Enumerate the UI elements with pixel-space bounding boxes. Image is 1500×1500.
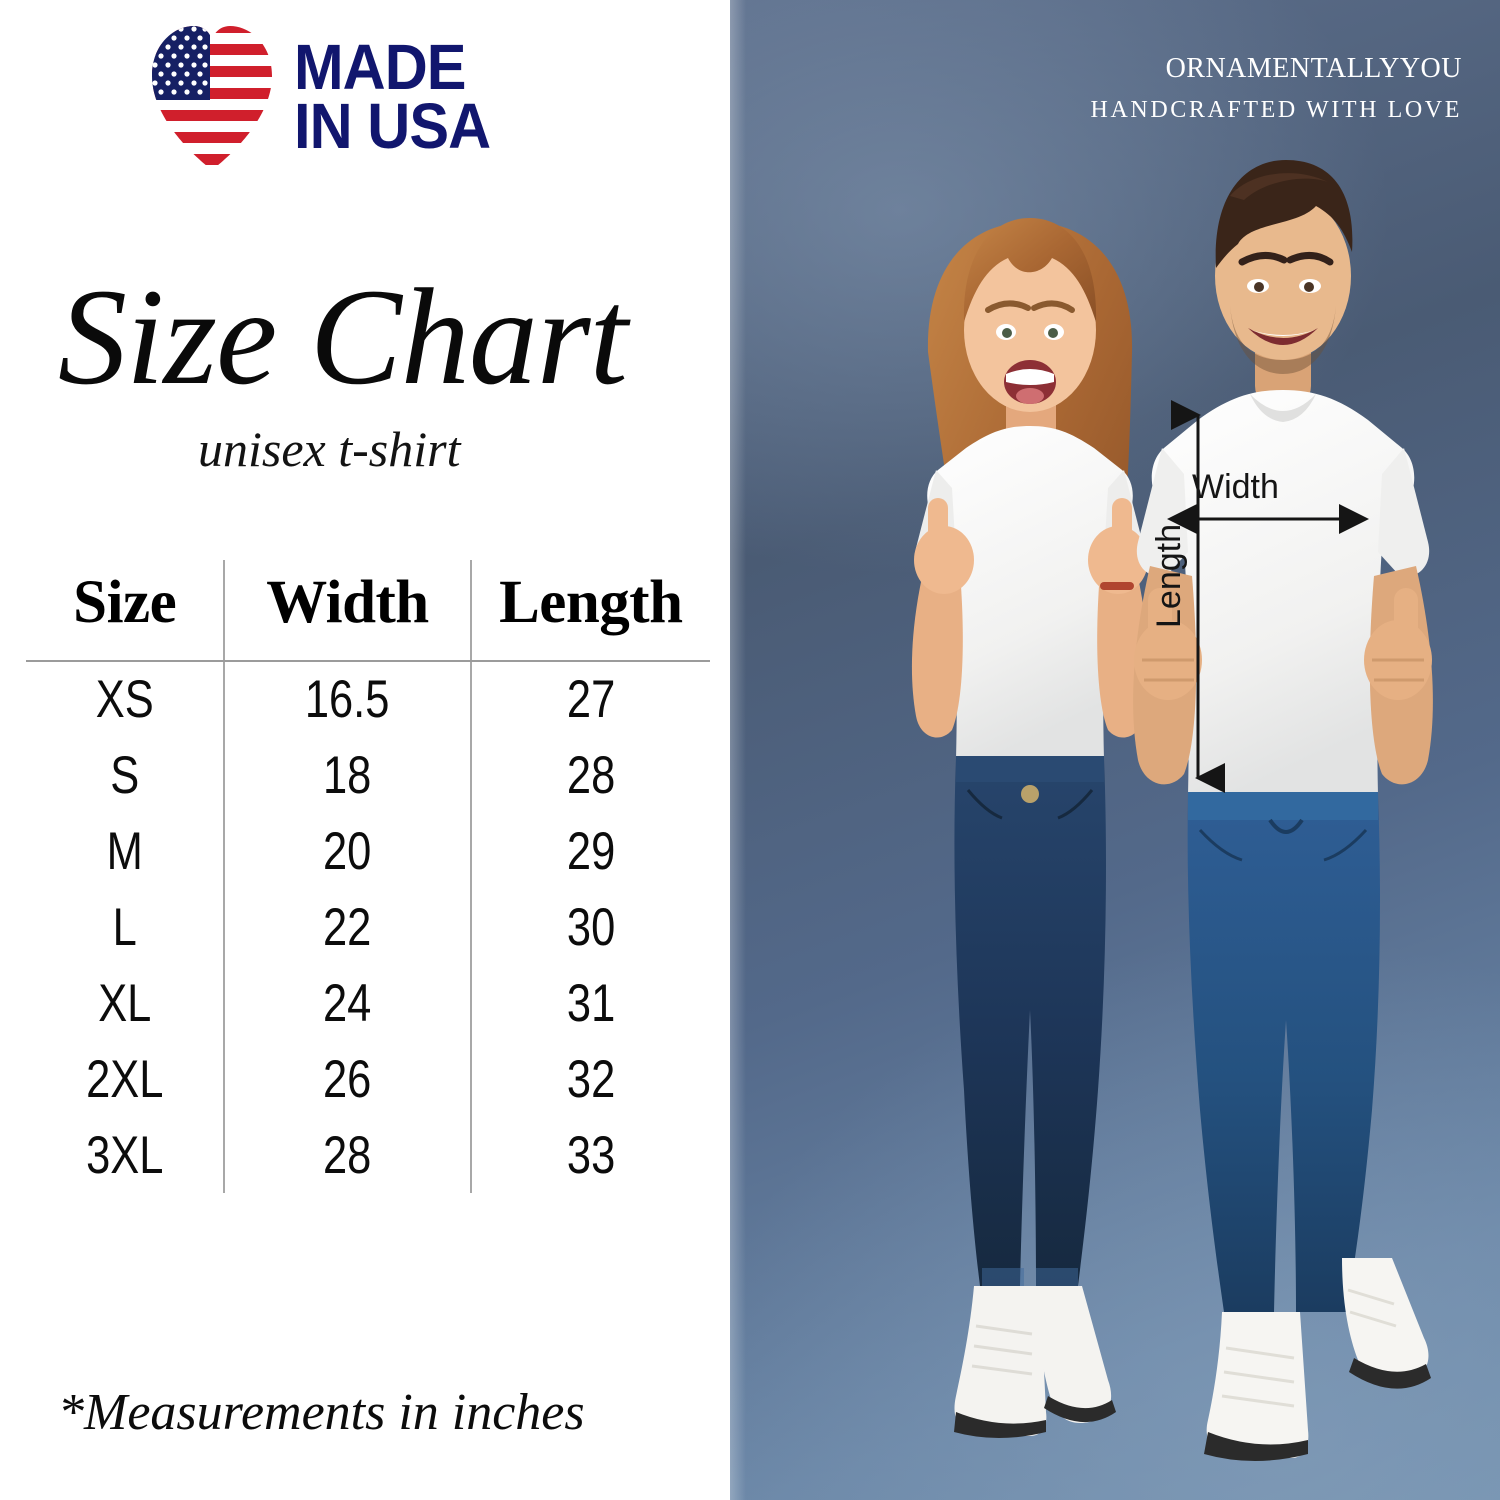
cell-width: 28 bbox=[245, 1117, 449, 1193]
woman-left-thumb-up bbox=[914, 498, 974, 594]
made-in-usa-badge: MADE IN USA bbox=[148, 22, 505, 172]
cell-size: 3XL bbox=[86, 1125, 164, 1185]
cell-size: XS bbox=[95, 670, 154, 729]
width-measure-label: Width bbox=[1192, 468, 1279, 506]
cell-width: 16.5 bbox=[245, 661, 449, 737]
brand-lockup: OrnamentallyYou HANDCRAFTED WITH LOVE bbox=[1091, 40, 1462, 124]
size-table-container: Size Width Length XS 16.5 27 S 18 28 bbox=[26, 560, 710, 1193]
page-subtitle: unisex t-shirt bbox=[198, 421, 461, 477]
table-head: Size Width Length bbox=[26, 560, 710, 662]
table-row: L 22 30 bbox=[26, 889, 710, 965]
badge-line-1: MADE bbox=[294, 31, 466, 104]
table-row: XS 16.5 27 bbox=[26, 661, 710, 737]
cell-size: S bbox=[110, 745, 140, 805]
column-header-length: Length bbox=[469, 560, 710, 662]
page-title: Size Chart bbox=[58, 260, 628, 413]
cell-length: 31 bbox=[491, 965, 689, 1041]
measurement-footnote: *Measurements in inches bbox=[58, 1384, 585, 1441]
table-row: S 18 28 bbox=[26, 737, 710, 813]
brand-name: OrnamentallyYou bbox=[1165, 41, 1462, 86]
usa-heart-flag-icon bbox=[152, 26, 272, 170]
cell-size: 2XL bbox=[86, 1049, 164, 1109]
man-right-thumb-up bbox=[1364, 588, 1432, 700]
cell-length: 33 bbox=[491, 1117, 689, 1193]
cell-width: 20 bbox=[245, 813, 449, 889]
brand-tagline: HANDCRAFTED WITH LOVE bbox=[1090, 97, 1462, 123]
made-in-usa-text: MADE IN USA bbox=[294, 31, 491, 162]
table-row: M 20 29 bbox=[26, 813, 710, 889]
table-row: 3XL 28 33 bbox=[26, 1117, 710, 1193]
man-model bbox=[1133, 160, 1433, 1461]
cell-width: 22 bbox=[245, 889, 449, 965]
table-body: XS 16.5 27 S 18 28 M 20 29 bbox=[26, 661, 710, 1193]
woman-right-thumb-up bbox=[1088, 498, 1148, 594]
cell-size: M bbox=[106, 821, 143, 881]
cell-size: L bbox=[112, 897, 137, 957]
info-panel: MADE IN USA Size Chart unisex t-shirt Si… bbox=[0, 0, 730, 1500]
column-header-width: Width bbox=[223, 560, 471, 662]
woman-shoes bbox=[954, 1286, 1116, 1438]
size-table: Size Width Length XS 16.5 27 S 18 28 bbox=[26, 560, 710, 1193]
column-header-size: Size bbox=[26, 560, 225, 662]
cell-width: 26 bbox=[245, 1041, 449, 1117]
man-shoes bbox=[1204, 1258, 1431, 1461]
woman-model bbox=[911, 218, 1149, 1438]
photo-panel: OrnamentallyYou HANDCRAFTED WITH LOVE bbox=[730, 0, 1500, 1500]
badge-line-2: IN USA bbox=[294, 90, 491, 162]
cell-length: 28 bbox=[491, 737, 689, 813]
cell-size: XL bbox=[98, 973, 152, 1033]
length-measure-label: Length bbox=[1150, 524, 1188, 628]
table-row: XL 24 31 bbox=[26, 965, 710, 1041]
title-block: Size Chart unisex t-shirt bbox=[58, 268, 718, 478]
cell-length: 27 bbox=[491, 661, 689, 737]
table-header-row: Size Width Length bbox=[26, 560, 710, 662]
cell-length: 30 bbox=[491, 889, 689, 965]
cell-width: 24 bbox=[245, 965, 449, 1041]
table-row: 2XL 26 32 bbox=[26, 1041, 710, 1117]
cell-length: 29 bbox=[491, 813, 689, 889]
models-photo bbox=[911, 160, 1433, 1461]
cell-length: 32 bbox=[491, 1041, 689, 1117]
cell-width: 18 bbox=[245, 737, 449, 813]
